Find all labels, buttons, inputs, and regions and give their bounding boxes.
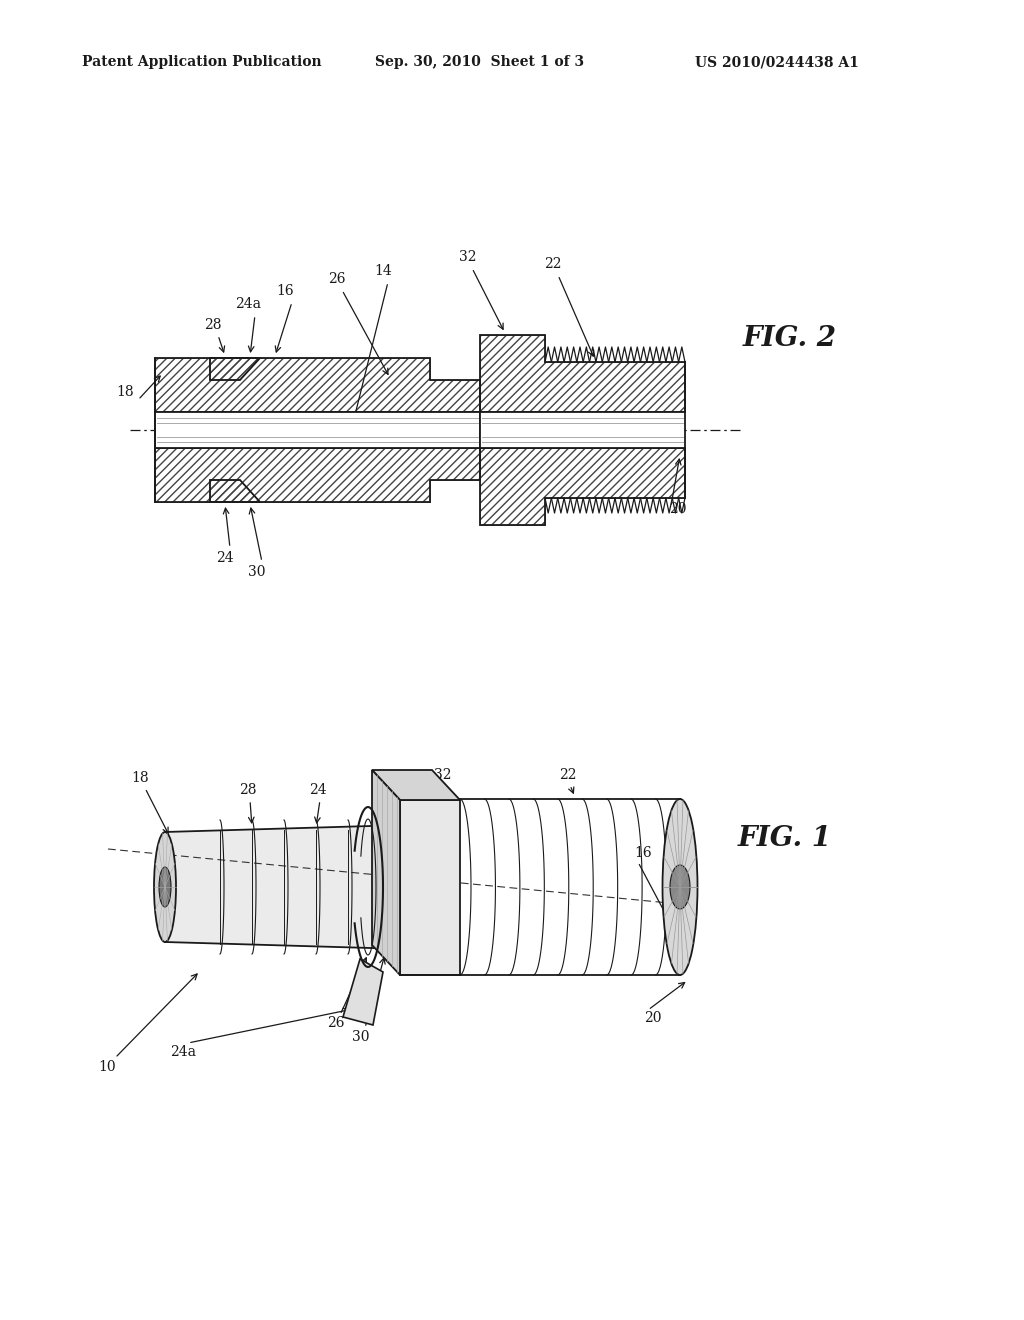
Text: 28: 28 [204, 318, 222, 333]
Text: 20: 20 [670, 502, 687, 516]
Ellipse shape [670, 865, 690, 909]
Text: FIG. 1: FIG. 1 [738, 825, 831, 851]
Text: Sep. 30, 2010  Sheet 1 of 3: Sep. 30, 2010 Sheet 1 of 3 [375, 55, 584, 69]
Text: 18: 18 [116, 385, 134, 399]
Polygon shape [372, 770, 400, 975]
Text: 18: 18 [131, 771, 148, 785]
Text: US 2010/0244438 A1: US 2010/0244438 A1 [695, 55, 859, 69]
Text: 24a: 24a [234, 297, 261, 312]
Text: 30: 30 [352, 1030, 370, 1044]
Text: 24a: 24a [170, 1045, 196, 1059]
Text: 24: 24 [309, 783, 327, 797]
Polygon shape [343, 960, 383, 1026]
Polygon shape [400, 800, 460, 975]
Text: 16: 16 [634, 846, 652, 861]
Polygon shape [372, 770, 460, 800]
Text: 20: 20 [644, 1011, 662, 1026]
Ellipse shape [159, 867, 171, 907]
Ellipse shape [663, 799, 697, 975]
Polygon shape [165, 825, 406, 949]
Bar [480, 412, 685, 447]
Text: 30: 30 [248, 565, 266, 579]
Text: 26: 26 [328, 1016, 345, 1030]
Text: 10: 10 [98, 1060, 116, 1074]
Text: 26: 26 [329, 272, 346, 286]
Text: 24: 24 [216, 550, 233, 565]
Text: 22: 22 [559, 768, 577, 781]
Bar [155, 412, 480, 447]
Text: 32: 32 [434, 768, 452, 781]
Text: 28: 28 [240, 783, 257, 797]
Text: 32: 32 [459, 249, 477, 264]
Ellipse shape [154, 832, 176, 942]
Text: 16: 16 [276, 284, 294, 298]
Text: FIG. 2: FIG. 2 [743, 325, 837, 351]
Text: 22: 22 [544, 257, 562, 271]
Text: 14: 14 [378, 783, 396, 797]
Text: 14: 14 [374, 264, 392, 279]
Text: Patent Application Publication: Patent Application Publication [82, 55, 322, 69]
